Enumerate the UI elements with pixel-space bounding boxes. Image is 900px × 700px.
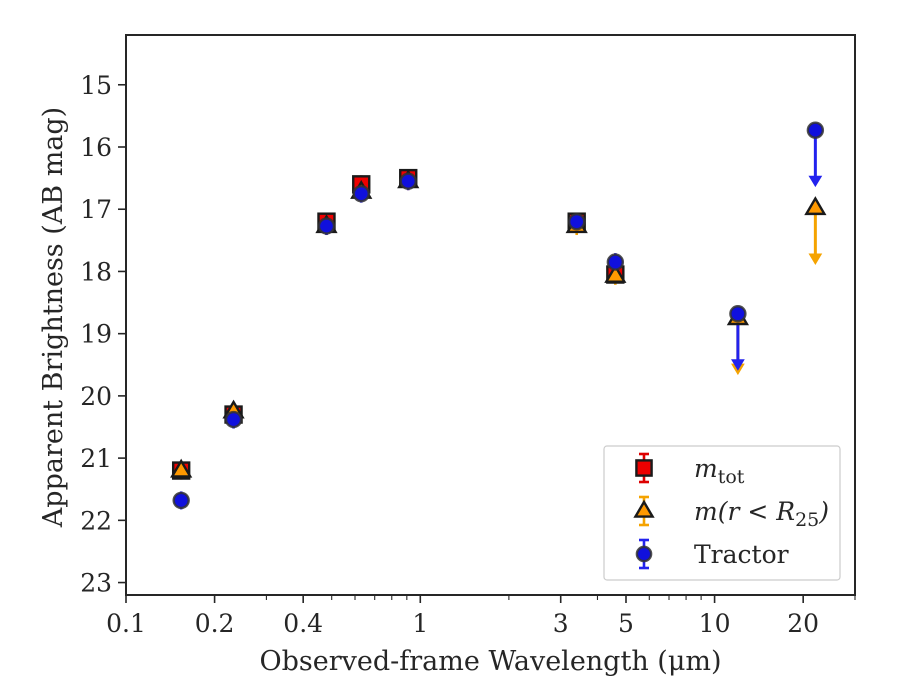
y-axis-title: Apparent Brightness (AB mag) (38, 107, 69, 528)
mr25-point (170, 458, 193, 478)
tractor-point (399, 172, 417, 190)
x-tick-label: 0.4 (283, 609, 323, 638)
legend-marker (635, 545, 653, 563)
legend-marker (635, 459, 653, 477)
legend-marker (633, 499, 655, 518)
upper-limit-arrowhead (808, 175, 823, 188)
legend-label: m(r < R25) (694, 497, 829, 531)
x-tick-label: 0.1 (106, 609, 146, 638)
y-tick-label: 23 (80, 569, 112, 598)
upper-limit-arrowhead (731, 359, 745, 371)
legend-box (603, 445, 841, 581)
tractor-point (606, 253, 625, 271)
y-tick-label: 21 (80, 444, 112, 473)
mr25-point (604, 263, 627, 283)
y-tick-label: 19 (80, 320, 112, 349)
x-tick-label: 0.2 (195, 609, 235, 638)
tractor-point (172, 491, 190, 510)
data-points (170, 121, 827, 510)
tractor-point (224, 410, 243, 429)
x-tick-label: 10 (699, 609, 731, 638)
legend-label: mtot (694, 454, 745, 488)
axis-ticks: 0.1 0.2 0.4 1 3 5 10 20 15 16 17 18 19 20 21 22 23 (80, 71, 856, 638)
x-tick-label: 5 (618, 609, 634, 638)
tractor-point (568, 212, 586, 231)
y-tick-label: 22 (80, 506, 112, 535)
tractor-point (317, 217, 336, 235)
plot-frame (125, 34, 856, 596)
x-tick-label: 1 (412, 609, 428, 638)
tractor-point (806, 121, 825, 139)
tractor-point (729, 305, 747, 323)
x-tick-label: 20 (787, 609, 819, 638)
legend: mtot m(r < R25) Tractor (603, 445, 841, 581)
mr25-point (804, 196, 827, 216)
x-tick-label: 3 (553, 609, 569, 638)
x-axis-title: Observed-frame Wavelength (μm) (259, 646, 721, 677)
y-tick-label: 16 (80, 133, 112, 162)
y-tick-label: 18 (80, 257, 112, 286)
y-tick-label: 20 (80, 382, 112, 411)
y-tick-label: 15 (80, 71, 112, 100)
tractor-point (352, 184, 370, 203)
legend-label: Tractor (694, 540, 789, 569)
upper-limit-arrowhead (808, 253, 823, 265)
y-tick-label: 17 (80, 195, 112, 224)
